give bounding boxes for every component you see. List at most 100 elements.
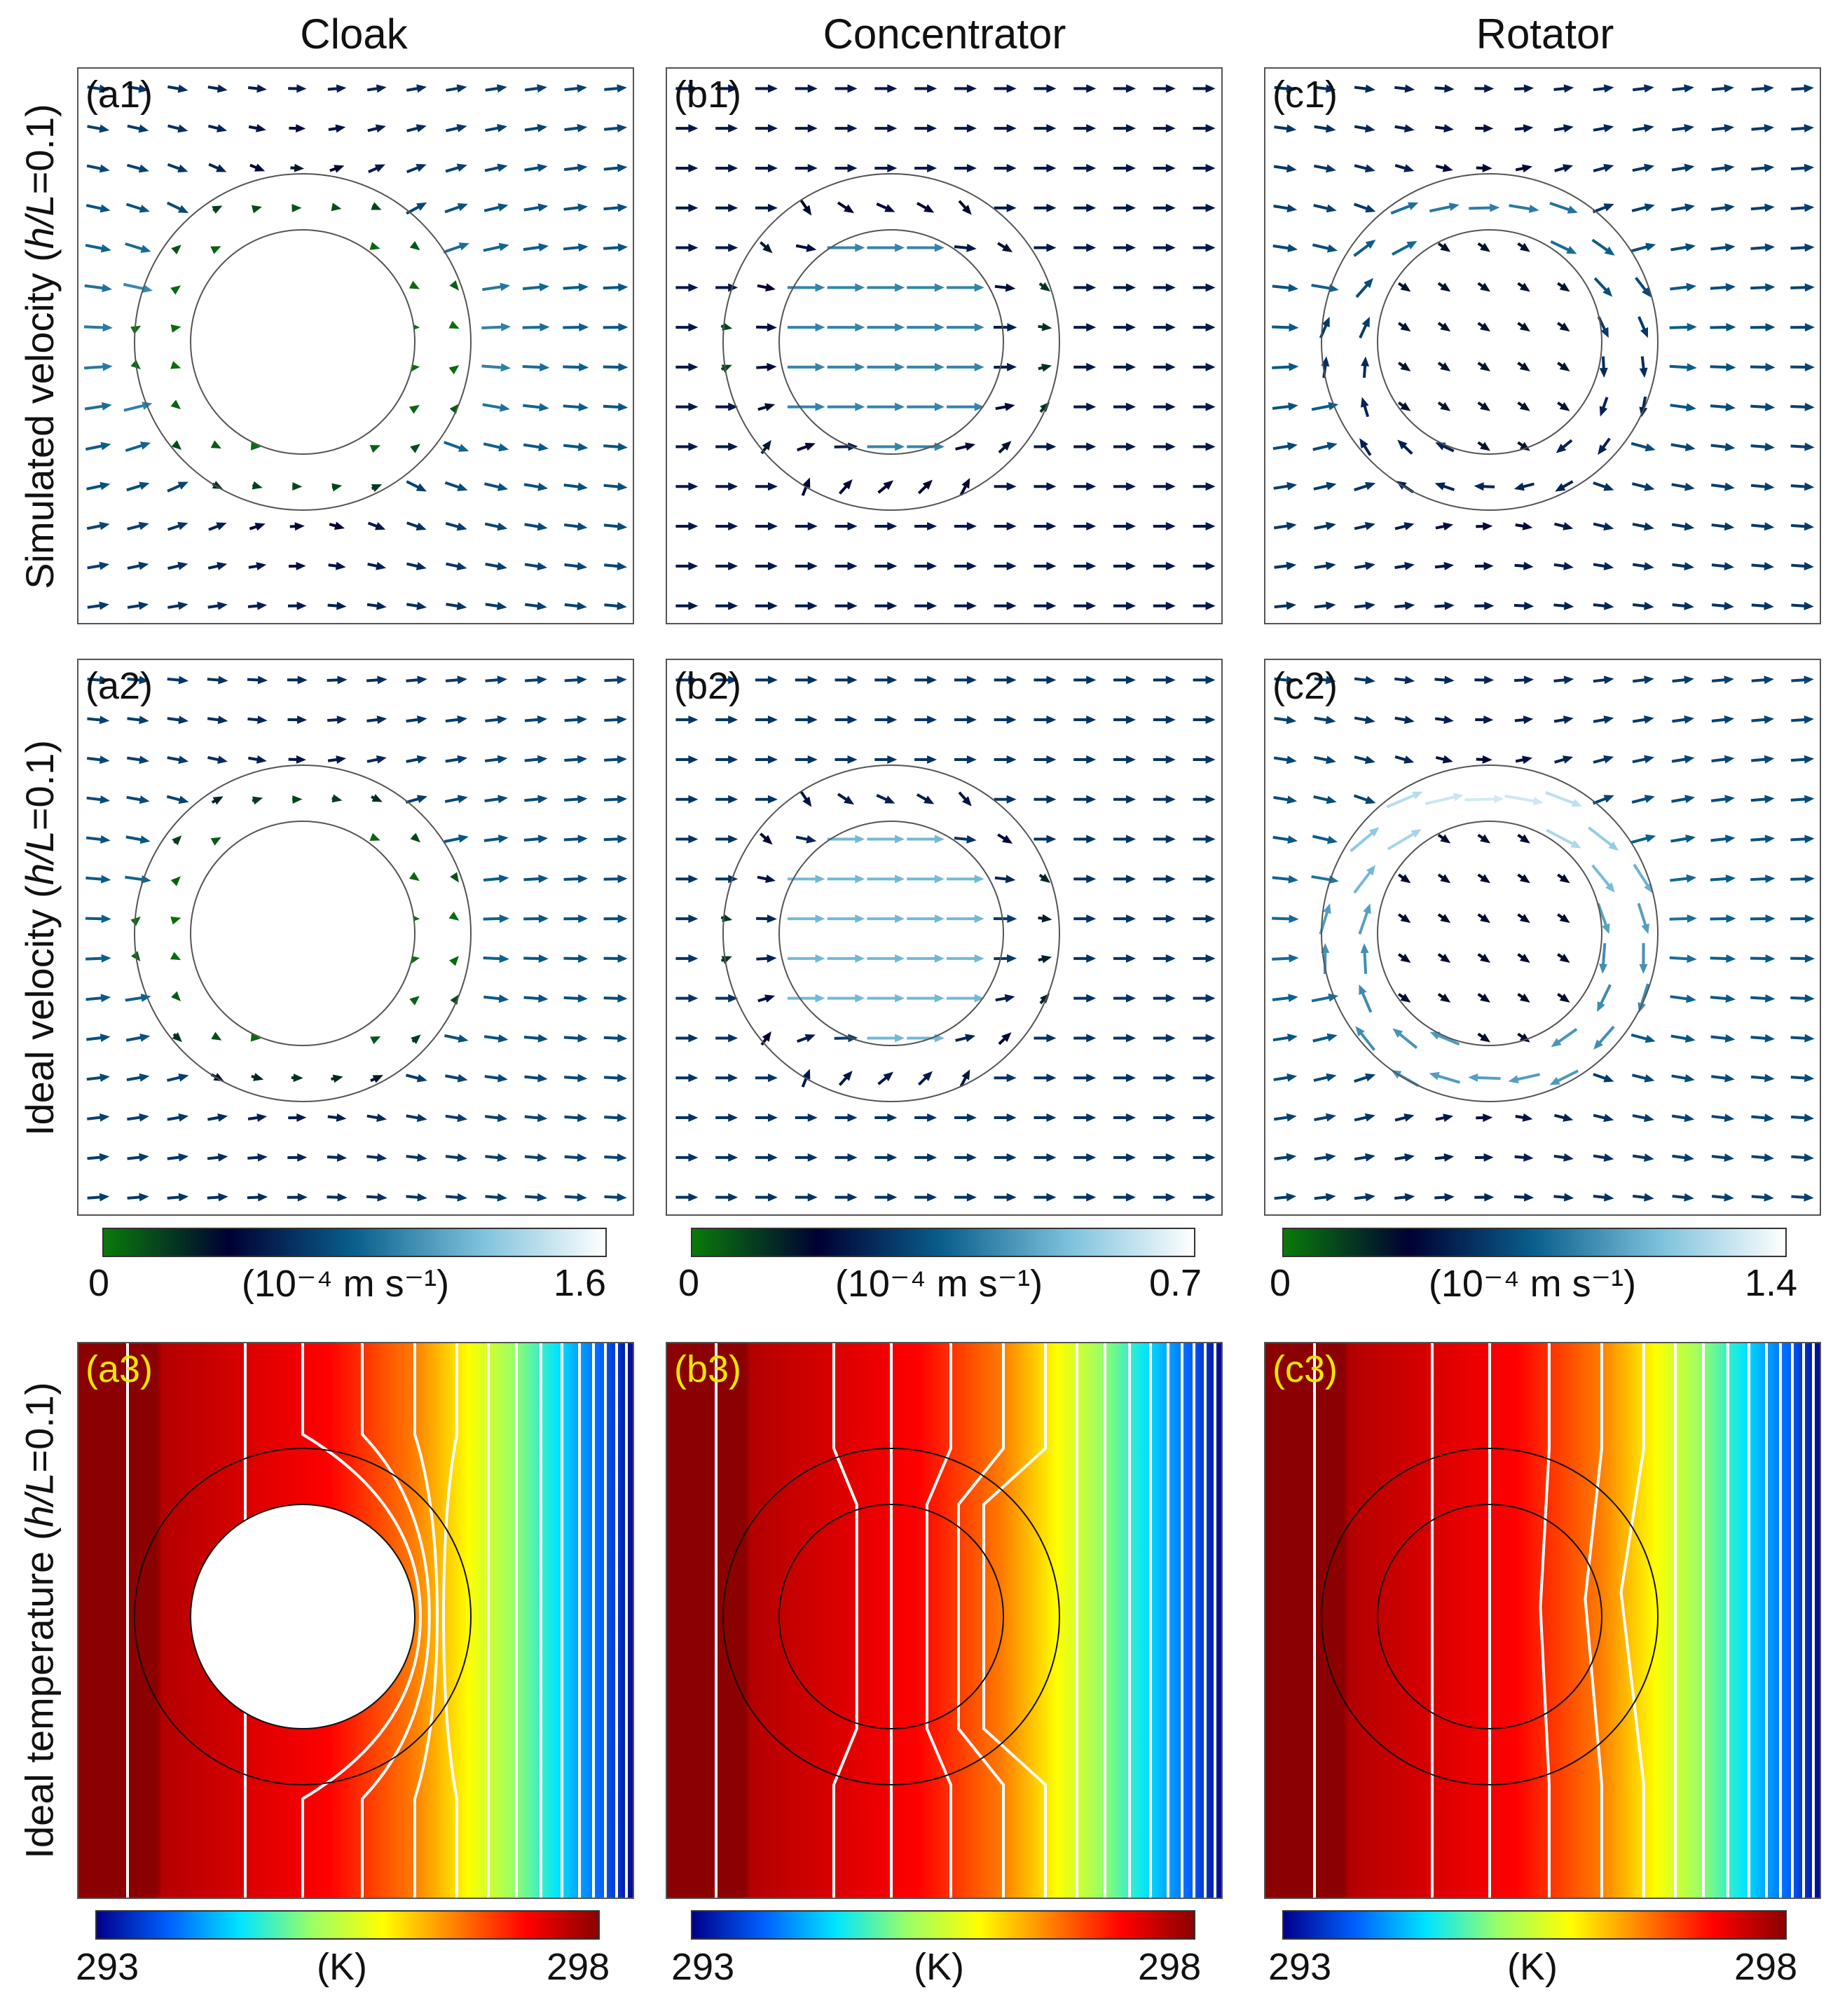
velocity-arrow	[1354, 164, 1375, 173]
velocity-arrow	[1477, 362, 1491, 371]
velocity-arrow	[1711, 676, 1734, 685]
velocity-arrow	[604, 715, 627, 725]
velocity-arrow	[1710, 835, 1736, 844]
velocity-arrow	[1429, 1031, 1460, 1046]
velocity-arrow	[1474, 1193, 1495, 1202]
velocity-arrow	[483, 242, 509, 252]
velocity-arrow	[167, 1113, 189, 1122]
velocity-arrow	[1437, 953, 1451, 963]
velocity-arrow	[406, 562, 427, 570]
velocity-arrow	[1113, 84, 1137, 93]
velocity-arrow	[994, 203, 1017, 212]
velocity-arrow	[448, 911, 460, 921]
velocity-arrow	[1193, 283, 1216, 292]
velocity-arrow	[1274, 676, 1297, 685]
panel-label-a2: (a2)	[85, 665, 153, 707]
velocity-arrow	[408, 872, 420, 882]
velocity-arrow	[1671, 1074, 1695, 1083]
velocity-arrow	[445, 521, 467, 531]
isotherm-line	[301, 1343, 423, 1898]
velocity-arrow	[1153, 755, 1176, 764]
velocity-arrow	[523, 482, 549, 491]
velocity-arrow	[1153, 203, 1176, 212]
velocity-arrow	[126, 481, 150, 492]
velocity-arrow	[1386, 791, 1423, 809]
velocity-arrow	[450, 994, 460, 1006]
velocity-arrow	[1113, 243, 1137, 252]
velocity-arrow	[1437, 913, 1451, 924]
velocity-arrow	[675, 1034, 699, 1043]
velocity-arrow	[787, 994, 825, 1003]
velocity-arrow	[1517, 322, 1530, 332]
velocity-arrow	[1434, 482, 1455, 491]
device-inner-boundary	[1377, 821, 1602, 1046]
velocity-arrow	[1632, 124, 1654, 132]
velocity-arrow	[994, 362, 1017, 371]
velocity-arrow	[211, 1031, 222, 1041]
velocity-arrow	[446, 562, 467, 570]
velocity-arrow	[485, 562, 507, 571]
velocity-arrow	[123, 282, 153, 293]
velocity-arrow	[87, 1153, 110, 1162]
velocity-arrow	[1274, 1153, 1297, 1162]
velocity-arrow	[287, 715, 308, 725]
velocity-arrow	[795, 1193, 818, 1202]
velocity-arrow	[1593, 1025, 1615, 1050]
velocity-arrow	[1394, 755, 1415, 764]
velocity-arrow	[127, 84, 149, 93]
velocity-arrow	[1672, 562, 1694, 571]
velocity-arrow	[1672, 84, 1694, 93]
isotherm-line	[1584, 1343, 1603, 1898]
velocity-arrow	[1272, 441, 1298, 451]
device-inner-boundary	[190, 1504, 416, 1729]
velocity-arrow	[248, 755, 267, 764]
velocity-arrow	[1750, 954, 1776, 963]
isotherm-line	[1539, 1343, 1551, 1898]
velocity-arrow	[755, 755, 778, 764]
row-label-suffix: =0.1)	[17, 739, 62, 830]
velocity-arrow	[212, 205, 223, 214]
velocity-arrow	[1670, 242, 1696, 252]
velocity-arrow	[867, 875, 905, 884]
velocity-arrow	[795, 163, 818, 172]
velocity-arrow	[524, 163, 548, 172]
velocity-arrow	[947, 914, 984, 924]
velocity-arrow	[835, 1193, 858, 1202]
velocity-arrow	[1751, 676, 1774, 685]
velocity-arrow	[445, 163, 467, 173]
velocity-arrow	[485, 601, 507, 610]
velocity-arrow	[523, 443, 549, 452]
velocity-arrow	[563, 1034, 588, 1043]
velocity-arrow	[564, 1113, 588, 1123]
velocity-arrow	[1073, 994, 1097, 1003]
velocity-arrow	[87, 124, 110, 133]
velocity-arrow	[755, 124, 778, 133]
velocity-arrow	[675, 994, 699, 1003]
velocity-arrow	[827, 402, 865, 411]
velocity-arrow	[1355, 277, 1373, 299]
velocity-arrow	[1397, 873, 1411, 884]
velocity-arrow	[914, 755, 938, 764]
velocity-arrow	[1314, 1153, 1336, 1162]
velocity-arrow	[1272, 875, 1299, 884]
velocity-arrow	[1113, 323, 1137, 332]
velocity-colorbar-unit-rotator: (10⁻⁴ m s⁻¹)	[1428, 1263, 1637, 1305]
velocity-arrow	[170, 952, 181, 961]
velocity-arrow	[1557, 873, 1570, 884]
velocity-arrow	[1034, 203, 1057, 212]
velocity-arrow	[172, 1032, 182, 1043]
velocity-arrow	[1394, 561, 1415, 570]
velocity-arrow	[876, 794, 895, 804]
velocity-arrow	[1632, 1193, 1654, 1202]
velocity-arrow	[1434, 601, 1455, 610]
velocity-arrow	[1272, 362, 1299, 371]
velocity-arrow	[755, 203, 778, 212]
velocity-arrow	[757, 403, 776, 411]
velocity-arrow	[954, 522, 977, 531]
velocity-arrow	[125, 994, 151, 1002]
velocity-arrow	[127, 755, 150, 764]
velocity-arrow	[445, 676, 467, 685]
velocity-arrow	[675, 243, 699, 252]
velocity-arrow	[207, 601, 228, 610]
velocity-arrow	[1313, 203, 1337, 213]
